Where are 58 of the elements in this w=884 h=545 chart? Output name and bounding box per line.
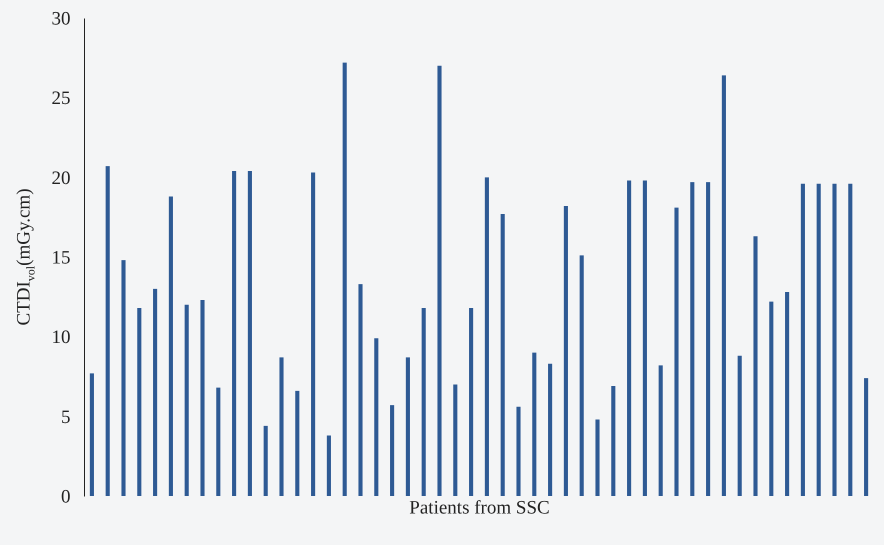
- bar: [264, 426, 268, 496]
- bar: [342, 62, 347, 496]
- bar: [311, 172, 316, 496]
- bar: [184, 304, 189, 496]
- y-tick-label: 0: [61, 486, 70, 508]
- bar: [168, 196, 173, 496]
- bar: [548, 364, 552, 496]
- bar: [121, 260, 126, 496]
- bar: [690, 182, 694, 496]
- bar: [453, 384, 458, 496]
- bar: [611, 386, 616, 496]
- bar: [642, 180, 647, 496]
- y-tick-label: 15: [52, 248, 70, 268]
- bar: [722, 75, 726, 496]
- bar: [153, 288, 158, 496]
- bar: [390, 405, 394, 496]
- bar: [674, 208, 679, 496]
- bar: [374, 338, 378, 496]
- bar: [295, 390, 300, 496]
- bar: [753, 236, 758, 496]
- bar: [500, 214, 505, 496]
- y-tick-label: 30: [52, 8, 70, 30]
- bar: [422, 308, 426, 496]
- bar: [326, 435, 331, 496]
- bar: [532, 352, 536, 496]
- y-tick-label: 10: [52, 327, 70, 348]
- bar: [564, 206, 568, 496]
- bar: [706, 182, 710, 496]
- bar: [232, 170, 236, 496]
- y-tick-label: 5: [61, 406, 70, 428]
- bar: [785, 292, 790, 496]
- bar: [658, 365, 663, 496]
- bar: [832, 184, 837, 496]
- bar: [800, 184, 805, 496]
- bar: [200, 300, 205, 496]
- bar: [358, 284, 363, 496]
- bar: [627, 180, 632, 496]
- bar: [137, 308, 142, 496]
- bar: [816, 184, 821, 496]
- bar: [484, 177, 489, 496]
- bar: [279, 357, 284, 496]
- bar: [580, 255, 584, 496]
- bar: [248, 170, 252, 496]
- bar: [848, 184, 852, 496]
- bar: [864, 378, 868, 496]
- bar: [216, 388, 220, 496]
- bar: [437, 66, 442, 496]
- bar: [406, 357, 410, 496]
- bar: [516, 406, 521, 496]
- y-tick-label: 25: [52, 88, 70, 110]
- bar: [769, 302, 774, 496]
- bar: [469, 308, 474, 496]
- y-tick-label: 20: [52, 168, 70, 189]
- bar: [90, 373, 94, 496]
- bar: [106, 166, 110, 496]
- x-axis-title: Patients from SSC: [409, 498, 550, 518]
- bar: [738, 356, 742, 496]
- bar: [595, 420, 600, 496]
